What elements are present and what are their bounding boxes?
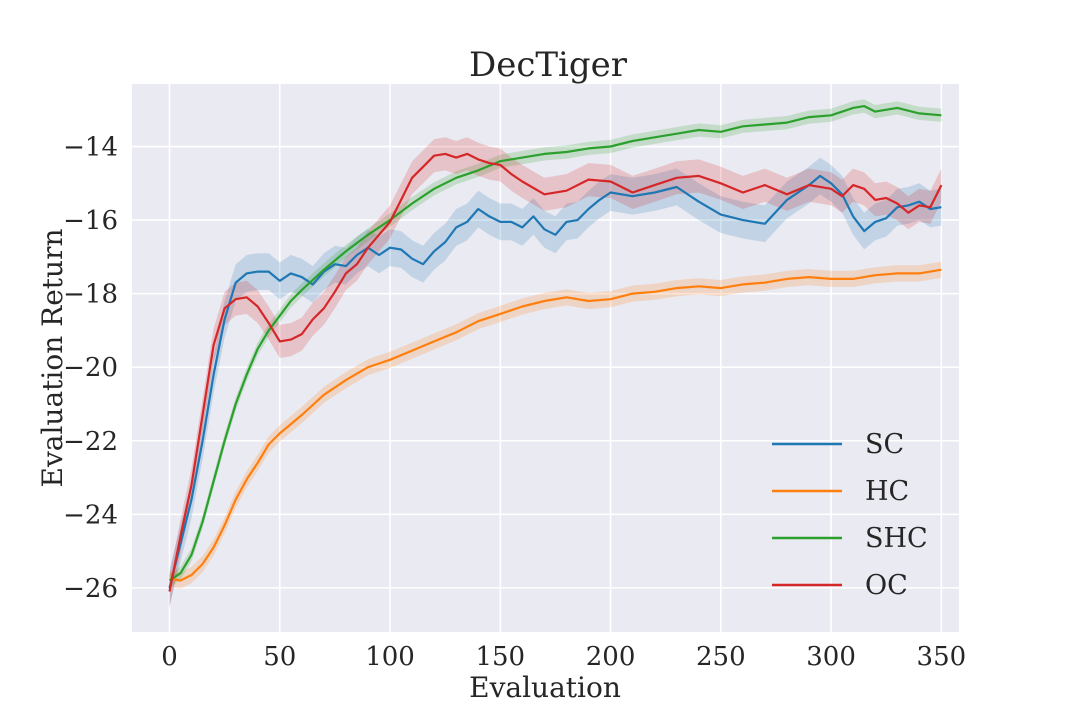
legend-label-sc: SC bbox=[865, 429, 904, 460]
legend-label-hc: HC bbox=[865, 476, 909, 507]
x-tick-label: 50 bbox=[263, 642, 296, 672]
y-tick-label: −18 bbox=[63, 280, 118, 310]
y-axis-label: Evaluation Return bbox=[36, 229, 69, 488]
x-tick-label: 250 bbox=[696, 642, 746, 672]
x-tick-label: 350 bbox=[917, 642, 967, 672]
y-tick-label: −22 bbox=[63, 427, 118, 457]
legend-label-oc: OC bbox=[865, 570, 908, 601]
x-tick-label: 0 bbox=[161, 642, 178, 672]
y-tick-label: −14 bbox=[63, 133, 118, 163]
x-tick-label: 300 bbox=[806, 642, 856, 672]
line-sc bbox=[168, 174, 942, 589]
y-tick-label: −16 bbox=[63, 206, 118, 236]
grid-layer bbox=[132, 84, 959, 632]
x-tick-label: 200 bbox=[586, 642, 636, 672]
band-sc bbox=[169, 157, 942, 607]
x-axis-label: Evaluation bbox=[469, 671, 621, 704]
legend: SC HC SHC OC bbox=[772, 429, 928, 601]
y-tick-label: −20 bbox=[63, 353, 118, 383]
y-tick-label: −24 bbox=[63, 500, 118, 530]
line-oc bbox=[168, 152, 943, 592]
chart-title: DecTiger bbox=[469, 45, 628, 85]
tick-labels: 0 50 100 150 200 250 300 350 −26 −24 −22 −20 −18 −16 −… bbox=[63, 133, 966, 672]
line-hc bbox=[169, 268, 942, 582]
x-tick-label: 150 bbox=[475, 642, 525, 672]
series-lines bbox=[168, 104, 943, 592]
y-tick-label: −26 bbox=[63, 574, 118, 604]
legend-label-shc: SHC bbox=[865, 523, 928, 554]
x-tick-label: 100 bbox=[365, 642, 415, 672]
line-shc bbox=[168, 104, 942, 582]
